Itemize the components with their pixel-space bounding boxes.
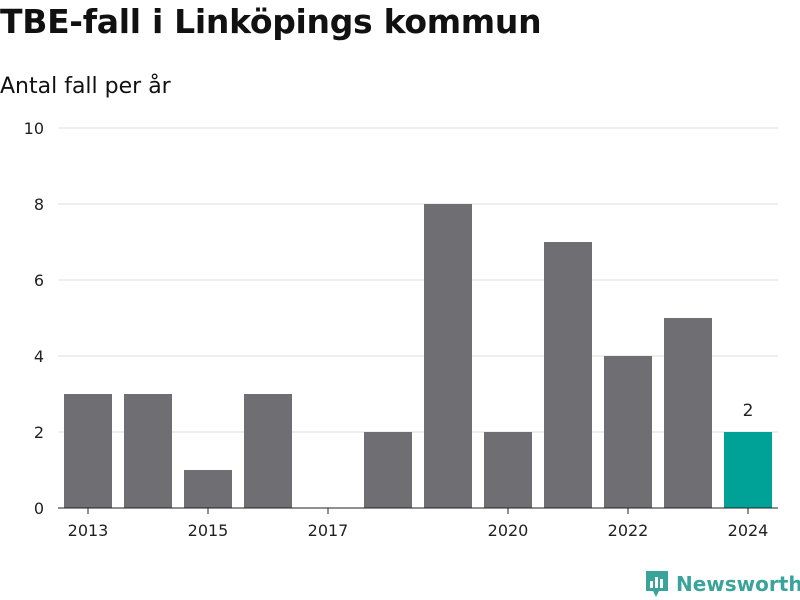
chart-title: TBE-fall i Linköpings kommun <box>0 2 542 41</box>
bar-2014 <box>124 394 172 508</box>
y-tick-label-6: 6 <box>34 271 44 290</box>
x-tick-label-2015: 2015 <box>188 521 229 540</box>
bar-2019 <box>424 204 472 508</box>
bar-2022 <box>604 356 652 508</box>
data-label-2024: 2 <box>743 401 754 421</box>
newsworthy-brand: Newsworthy <box>644 569 800 599</box>
bar-2020 <box>484 432 532 508</box>
bar-2023 <box>664 318 712 508</box>
bar-2015 <box>184 470 232 508</box>
bar-2016 <box>244 394 292 508</box>
x-tick-label-2017: 2017 <box>308 521 349 540</box>
y-tick-label-8: 8 <box>34 195 44 214</box>
bar-2018 <box>364 432 412 508</box>
chart-subtitle: Antal fall per år <box>0 74 171 99</box>
bar-2024 <box>724 432 772 508</box>
bar-2021 <box>544 242 592 508</box>
bar-2013 <box>64 394 112 508</box>
brand-name: Newsworthy <box>676 572 800 596</box>
x-tick-label-2022: 2022 <box>608 521 649 540</box>
x-tick-label-2013: 2013 <box>68 521 109 540</box>
y-tick-label-0: 0 <box>34 499 44 518</box>
x-tick-label-2020: 2020 <box>488 521 529 540</box>
y-tick-label-2: 2 <box>34 423 44 442</box>
x-tick-label-2024: 2024 <box>728 521 769 540</box>
y-tick-label-10: 10 <box>24 119 44 138</box>
newsworthy-logo-icon <box>646 571 668 597</box>
y-tick-label-4: 4 <box>34 347 44 366</box>
